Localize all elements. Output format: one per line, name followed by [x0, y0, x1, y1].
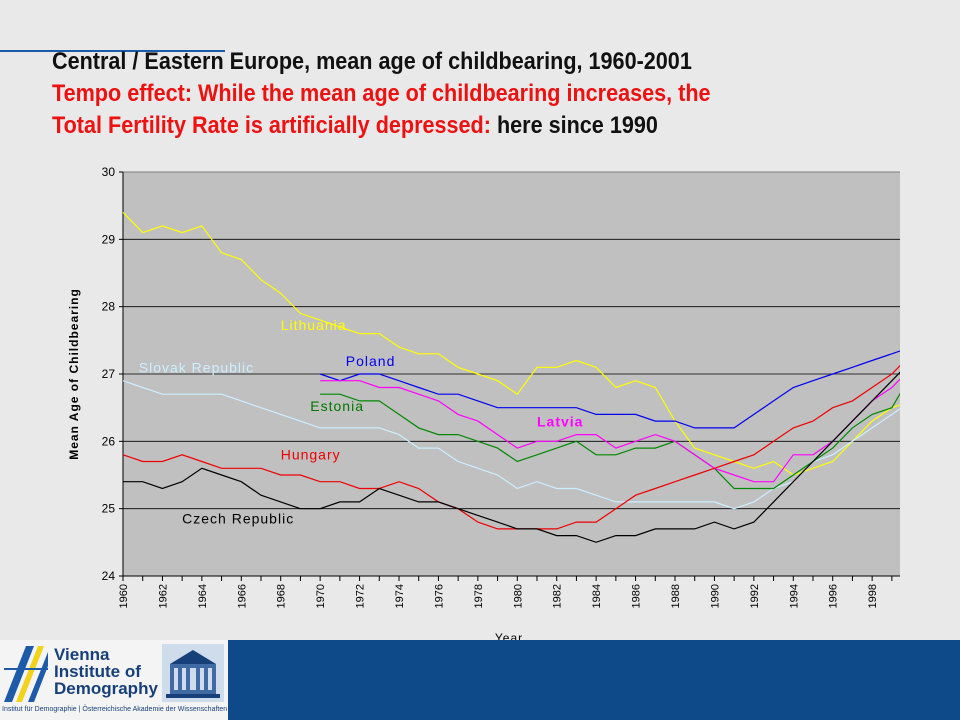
series-label-slovak-republic: Slovak Republic: [139, 360, 254, 376]
xtick-label-1984: 1984: [591, 584, 603, 608]
xtick-label-1972: 1972: [355, 584, 367, 608]
xtick-label-1974: 1974: [394, 584, 406, 608]
series-label-estonia: Estonia: [310, 398, 364, 414]
title-rule: [0, 50, 225, 52]
xtick-label-1976: 1976: [433, 584, 445, 608]
ytick-label-30: 30: [102, 165, 116, 179]
xtick-label-1996: 1996: [828, 584, 840, 608]
footer-bar: Vienna Institute of Demography Institut …: [0, 640, 960, 720]
xtick-label-1978: 1978: [473, 584, 485, 608]
xtick-label-1990: 1990: [709, 584, 721, 608]
title-line-3-red: Total Fertility Rate is artificially dep…: [52, 112, 491, 139]
chart-svg: 24 25 26 27 28 29 30 1960 1962 1964 1966 1968 1970 19…: [67, 165, 900, 640]
series-line-poland: [319, 350, 900, 429]
xtick-label-1992: 1992: [749, 584, 761, 608]
institute-name: Vienna Institute of Demography: [54, 646, 158, 697]
x-axis-title: Year: [495, 631, 523, 640]
ytick-label-27: 27: [102, 367, 116, 381]
series-label-hungary: Hungary: [281, 447, 341, 463]
series-label-latvia: Latvia: [537, 414, 583, 430]
title-line-3-black: here since 1990: [496, 112, 658, 139]
vid-flag-icon: [4, 646, 48, 702]
institute-subtitle: Institut für Demographie | Österreichisc…: [2, 706, 228, 713]
xtick-label-1988: 1988: [670, 584, 682, 608]
institute-line-2: Institute of: [54, 662, 141, 681]
series-line-latvia: [320, 378, 900, 483]
ytick-label-25: 25: [102, 502, 116, 516]
xtick-label-1964: 1964: [197, 584, 209, 608]
institute-line-3: Demography: [54, 679, 158, 698]
xtick-label-1980: 1980: [512, 584, 524, 608]
xtick-label-1962: 1962: [157, 584, 169, 608]
ytick-label-24: 24: [102, 569, 116, 583]
xtick-label-1994: 1994: [788, 584, 800, 608]
title-line-1: Central / Eastern Europe, mean age of ch…: [52, 48, 692, 75]
xtick-label-1982: 1982: [552, 584, 564, 608]
y-axis-title: Mean Age of Childbearing: [67, 288, 81, 460]
xtick-label-1966: 1966: [236, 584, 248, 608]
series-line-lithuania: [122, 211, 900, 476]
institute-line-1: Vienna: [54, 645, 110, 664]
ytick-label-26: 26: [102, 434, 116, 448]
xtick-label-1960: 1960: [118, 584, 130, 608]
xtick-label-1968: 1968: [276, 584, 288, 608]
title-block: Central / Eastern Europe, mean age of ch…: [52, 46, 952, 142]
xtick-label-1998: 1998: [867, 584, 879, 608]
series-label-czech-republic: Czech Republic: [182, 510, 294, 526]
ytick-label-28: 28: [102, 300, 116, 314]
logo-box: Vienna Institute of Demography Institut …: [0, 640, 228, 720]
series-label-poland: Poland: [346, 353, 396, 369]
academy-building-icon: [162, 644, 224, 702]
series-line-estonia: [320, 392, 900, 490]
ytick-label-29: 29: [102, 232, 116, 246]
title-line-3: Total Fertility Rate is artificially dep…: [52, 110, 862, 142]
xtick-label-1970: 1970: [315, 584, 327, 608]
xtick-label-1986: 1986: [631, 584, 643, 608]
series-label-lithuania: Lithuania: [281, 317, 347, 333]
series-line-czech-republic: [123, 371, 900, 543]
title-line-2: Tempo effect: While the mean age of chil…: [52, 80, 711, 107]
